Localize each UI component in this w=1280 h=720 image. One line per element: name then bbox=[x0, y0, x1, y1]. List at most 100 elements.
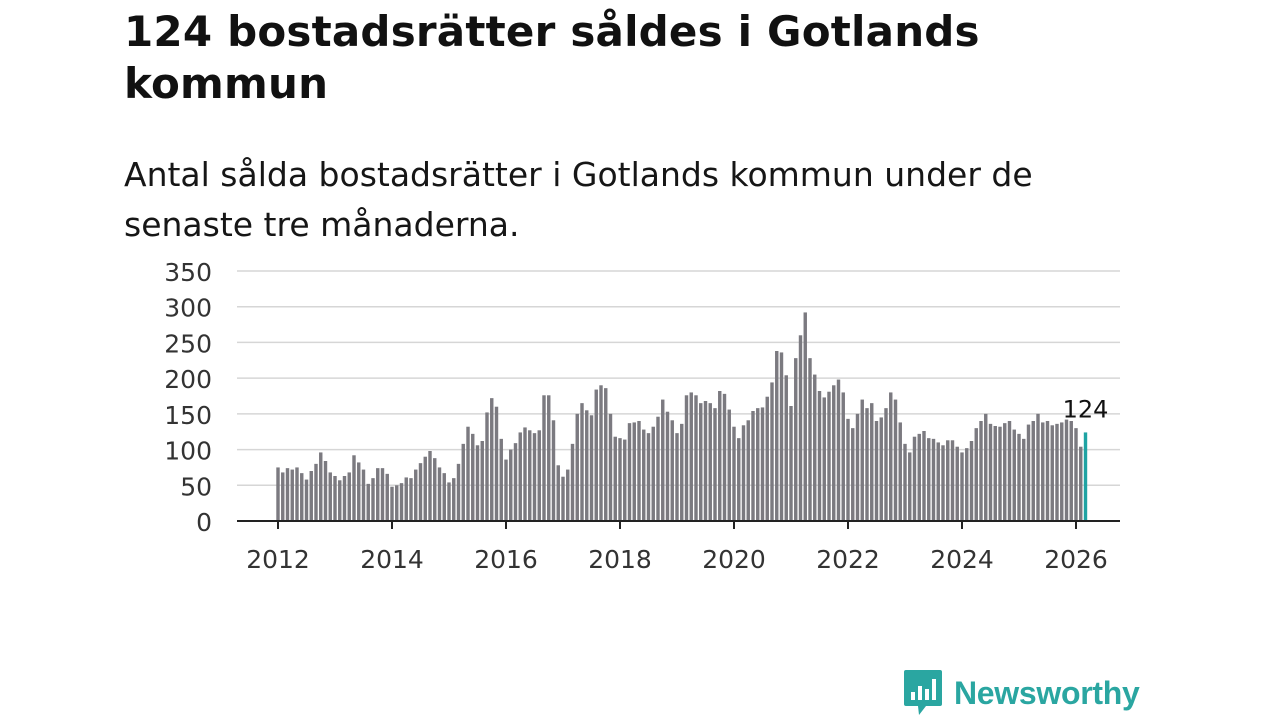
bar bbox=[1017, 433, 1021, 521]
bar bbox=[319, 452, 323, 521]
bar bbox=[770, 382, 774, 521]
bar bbox=[817, 391, 822, 521]
bar bbox=[1022, 438, 1026, 521]
bar bbox=[851, 428, 855, 521]
bar bbox=[656, 416, 660, 521]
chart-title: 124 bostadsrätter såldes i Gotlands komm… bbox=[124, 7, 980, 108]
bar bbox=[803, 312, 807, 521]
bar bbox=[494, 406, 499, 521]
newsworthy-logo-icon bbox=[904, 670, 942, 715]
y-tick-label: 350 bbox=[164, 258, 212, 287]
x-tick-label: 2016 bbox=[474, 545, 538, 574]
bar bbox=[722, 393, 727, 521]
bar bbox=[532, 433, 537, 521]
bar bbox=[447, 482, 451, 521]
bar bbox=[1055, 423, 1059, 521]
x-tick-label: 2020 bbox=[702, 545, 766, 574]
bar bbox=[328, 472, 332, 521]
bar bbox=[684, 395, 689, 521]
bar bbox=[357, 462, 361, 521]
bar bbox=[556, 465, 560, 521]
bar bbox=[1074, 428, 1078, 521]
bar bbox=[613, 436, 617, 521]
y-tick-label: 0 bbox=[196, 508, 212, 537]
bar bbox=[917, 433, 921, 521]
bar bbox=[499, 438, 503, 521]
bar bbox=[442, 473, 446, 521]
bar bbox=[437, 467, 442, 521]
bar bbox=[376, 468, 380, 521]
bar bbox=[689, 392, 693, 521]
bar bbox=[561, 476, 565, 521]
y-tick-label: 200 bbox=[164, 365, 212, 394]
bar bbox=[414, 469, 418, 521]
bar bbox=[898, 422, 902, 521]
bar bbox=[784, 375, 788, 521]
bar bbox=[903, 443, 907, 521]
bar bbox=[789, 406, 793, 521]
bar bbox=[1064, 419, 1069, 521]
bar bbox=[371, 478, 375, 521]
bar bbox=[395, 485, 399, 521]
bar bbox=[1060, 422, 1064, 521]
bar bbox=[1036, 413, 1040, 521]
bar bbox=[922, 431, 926, 521]
bar bbox=[385, 473, 389, 521]
bar-highlight bbox=[1083, 432, 1088, 521]
bar bbox=[585, 410, 589, 521]
bar bbox=[542, 395, 546, 521]
bar bbox=[884, 408, 888, 521]
bar bbox=[490, 398, 494, 521]
bar bbox=[466, 426, 470, 521]
bar bbox=[480, 441, 484, 521]
highlight-value-label: 124 bbox=[1063, 395, 1109, 423]
bar bbox=[314, 463, 318, 521]
bar bbox=[703, 401, 708, 521]
y-tick-label: 150 bbox=[164, 401, 212, 430]
bar bbox=[290, 469, 294, 521]
bar bbox=[646, 433, 651, 521]
bar bbox=[718, 391, 722, 521]
bar bbox=[471, 433, 475, 521]
bar bbox=[965, 448, 969, 521]
bar bbox=[570, 443, 575, 521]
bar bbox=[694, 395, 698, 521]
bar bbox=[366, 483, 370, 521]
bar bbox=[380, 468, 385, 521]
bar bbox=[699, 403, 703, 521]
bar bbox=[423, 456, 427, 521]
x-tick-label: 2024 bbox=[930, 545, 994, 574]
bar bbox=[865, 408, 869, 521]
bar bbox=[418, 463, 423, 521]
bar bbox=[1007, 421, 1012, 521]
y-tick-label: 300 bbox=[164, 294, 212, 323]
bar bbox=[1079, 446, 1083, 521]
bar bbox=[661, 399, 665, 521]
bar bbox=[323, 461, 328, 521]
bar bbox=[309, 471, 313, 521]
bar bbox=[779, 352, 784, 521]
bar bbox=[528, 430, 532, 521]
bar bbox=[604, 388, 608, 521]
bar bbox=[409, 478, 413, 521]
bar bbox=[599, 385, 603, 521]
bar bbox=[775, 351, 779, 521]
bar bbox=[1026, 424, 1031, 521]
bar bbox=[304, 479, 309, 521]
bar bbox=[984, 413, 988, 521]
bar bbox=[594, 389, 598, 521]
bar bbox=[428, 451, 432, 521]
bar bbox=[941, 445, 945, 521]
bar bbox=[632, 422, 636, 521]
bar bbox=[452, 478, 456, 521]
bar bbox=[946, 440, 950, 521]
bar bbox=[879, 417, 883, 521]
bar bbox=[665, 411, 670, 521]
bar bbox=[1003, 423, 1007, 521]
bar bbox=[518, 432, 522, 521]
x-tick-label: 2014 bbox=[360, 545, 424, 574]
bar bbox=[504, 459, 508, 521]
x-tick-label: 2018 bbox=[588, 545, 652, 574]
y-tick-label: 250 bbox=[164, 329, 212, 358]
